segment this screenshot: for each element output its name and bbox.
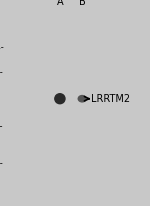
Text: 49-: 49- [0, 122, 3, 131]
Ellipse shape [55, 94, 65, 104]
Text: 83-: 83- [0, 68, 3, 77]
Text: 104-: 104- [0, 43, 3, 52]
Text: A: A [57, 0, 63, 7]
Text: 36-: 36- [0, 159, 3, 167]
Text: B: B [79, 0, 85, 7]
Text: LRRTM2: LRRTM2 [92, 94, 131, 104]
Ellipse shape [78, 96, 86, 102]
